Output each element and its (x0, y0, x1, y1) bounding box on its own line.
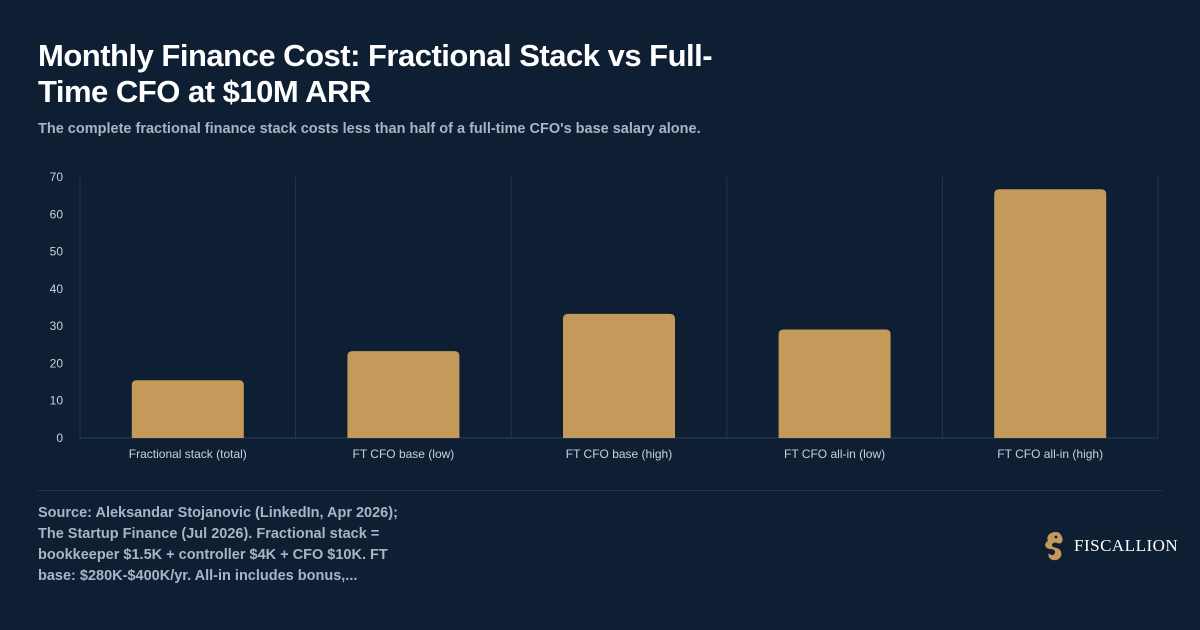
x-tick-label: FT CFO all-in (low) (784, 447, 885, 461)
x-tick-label: FT CFO base (low) (353, 447, 455, 461)
bar (563, 313, 675, 438)
y-tick-label: 10 (50, 394, 64, 408)
brand-name: FISCALLION (1074, 536, 1179, 555)
y-tick-label: 40 (50, 282, 64, 296)
chart-title: Monthly Finance Cost: Fractional Stack v… (38, 38, 713, 109)
y-tick-label: 70 (50, 170, 64, 184)
y-tick-label: 0 (56, 431, 63, 445)
y-tick-label: 60 (50, 207, 64, 221)
x-tick-label: Fractional stack (total) (129, 447, 247, 461)
bar (778, 329, 891, 438)
bar (347, 351, 460, 438)
footer-divider (38, 490, 1162, 491)
y-tick-label: 50 (50, 245, 64, 259)
bars (131, 189, 1107, 438)
seahorse-logo-icon (1045, 532, 1063, 561)
y-tick-label: 20 (50, 356, 64, 370)
source-note: Source: Aleksandar Stojanovic (LinkedIn,… (38, 505, 398, 584)
y-tick-label: 30 (50, 319, 64, 333)
chart-subtitle: The complete fractional finance stack co… (38, 121, 701, 137)
x-axis: Fractional stack (total) FT CFO base (low… (129, 447, 1103, 461)
bar (131, 380, 244, 438)
x-tick-label: FT CFO base (high) (566, 447, 672, 461)
bar-chart: 0 10 20 30 40 50 60 70 Fractional stack (total)… (50, 170, 1159, 461)
brand: FISCALLION (1040, 530, 1178, 562)
bar (994, 189, 1107, 438)
x-tick-label: FT CFO all-in (high) (997, 447, 1103, 461)
y-axis: 0 10 20 30 40 50 60 70 (50, 170, 64, 445)
